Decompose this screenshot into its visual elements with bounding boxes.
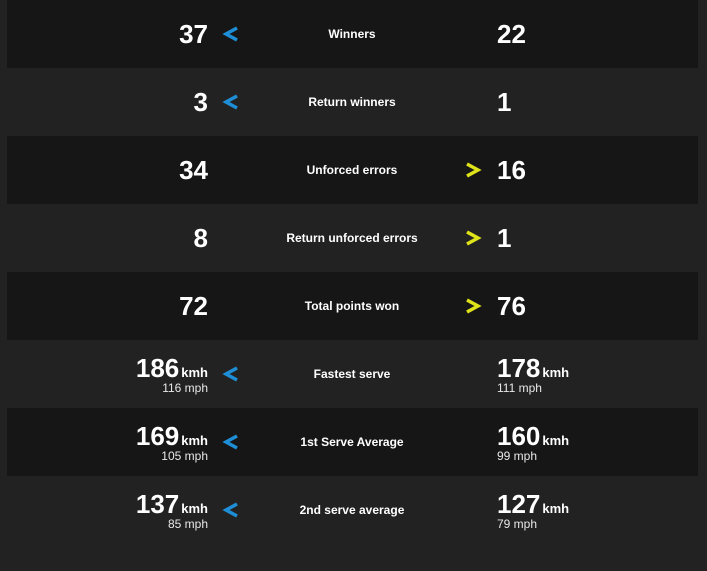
right-player-value: 16: [497, 136, 526, 204]
left-player-value: 3: [194, 68, 208, 136]
left-player-value: 137 kmh 85 mph: [136, 476, 208, 544]
chevron-left-icon: [222, 502, 238, 518]
right-unit: kmh: [542, 432, 570, 448]
right-player-value: 1: [497, 204, 511, 272]
stat-row-unforced-errors: 34 Unforced errors 16: [7, 136, 698, 204]
stat-row-fastest-serve: 186 kmh 116 mph Fastest serve 178 kmh 111 …: [7, 340, 698, 408]
left-player-value: 186 kmh 116 mph: [136, 340, 208, 408]
stat-row-return-unforced-errors: 8 Return unforced errors 1: [7, 204, 698, 272]
right-player-value: 160 kmh 99 mph: [497, 408, 569, 476]
right-value: 127: [497, 488, 541, 519]
right-value: 178: [497, 352, 541, 383]
stat-row-return-winners: 3 Return winners 1: [7, 68, 698, 136]
left-value: 8: [193, 223, 208, 253]
left-player-value: 169 kmh 105 mph: [136, 408, 208, 476]
left-value: 37: [179, 19, 208, 49]
left-player-value: 8: [194, 204, 208, 272]
left-sub-value: 116 mph: [162, 380, 208, 395]
left-value: 72: [179, 291, 208, 321]
stat-label: Fastest serve: [313, 367, 391, 381]
right-value: 1: [497, 223, 512, 253]
left-player-value: 72: [179, 272, 208, 340]
chevron-right-icon: [466, 298, 482, 314]
right-player-value: 1: [497, 68, 511, 136]
stat-label: Unforced errors: [306, 163, 398, 177]
left-player-value: 34: [179, 136, 208, 204]
stat-row-1st-serve-average: 169 kmh 105 mph 1st Serve Average 160 kmh …: [7, 408, 698, 476]
chevron-left-icon: [222, 26, 238, 42]
left-unit: kmh: [181, 432, 208, 448]
chevron-left-icon: [222, 366, 238, 382]
left-sub-value: 105 mph: [161, 448, 208, 463]
stat-label: 2nd serve average: [299, 503, 405, 517]
right-sub-value: 99 mph: [497, 448, 538, 463]
stat-row-winners: 37 Winners 22: [7, 0, 698, 68]
right-unit: kmh: [542, 364, 570, 380]
right-value: 160: [497, 420, 541, 451]
left-value: 3: [193, 87, 208, 117]
stat-row-2nd-serve-average: 137 kmh 85 mph 2nd serve average 127 kmh 7…: [7, 476, 698, 544]
stat-label: Return winners: [308, 95, 396, 109]
left-unit: kmh: [181, 500, 208, 516]
chevron-right-icon: [466, 230, 482, 246]
right-player-value: 76: [497, 272, 526, 340]
left-unit: kmh: [181, 364, 208, 380]
chevron-right-icon: [466, 162, 482, 178]
stat-label: 1st Serve Average: [300, 435, 404, 449]
left-value: 137: [135, 488, 180, 519]
left-player-value: 37: [179, 0, 208, 68]
right-value: 76: [497, 291, 526, 321]
right-unit: kmh: [542, 500, 570, 516]
stat-label: Winners: [328, 27, 376, 41]
right-value: 22: [497, 19, 526, 49]
right-sub-value: 79 mph: [497, 516, 538, 531]
stat-row-total-points-won: 72 Total points won 76: [7, 272, 698, 340]
left-value: 169: [135, 420, 180, 451]
right-sub-value: 111 mph: [497, 380, 542, 395]
stat-label: Total points won: [304, 299, 400, 313]
stat-label: Return unforced errors: [286, 231, 418, 245]
left-value: 34: [179, 155, 208, 185]
match-stats-table: 37 Winners 22 3 Return winners 1 34 Unfo…: [7, 0, 698, 544]
right-player-value: 127 kmh 79 mph: [497, 476, 569, 544]
right-player-value: 22: [497, 0, 526, 68]
left-value: 186: [135, 352, 180, 383]
right-value: 1: [497, 87, 512, 117]
left-sub-value: 85 mph: [167, 516, 208, 531]
chevron-left-icon: [222, 434, 238, 450]
right-value: 16: [497, 155, 526, 185]
right-player-value: 178 kmh 111 mph: [497, 340, 569, 408]
chevron-left-icon: [222, 94, 238, 110]
